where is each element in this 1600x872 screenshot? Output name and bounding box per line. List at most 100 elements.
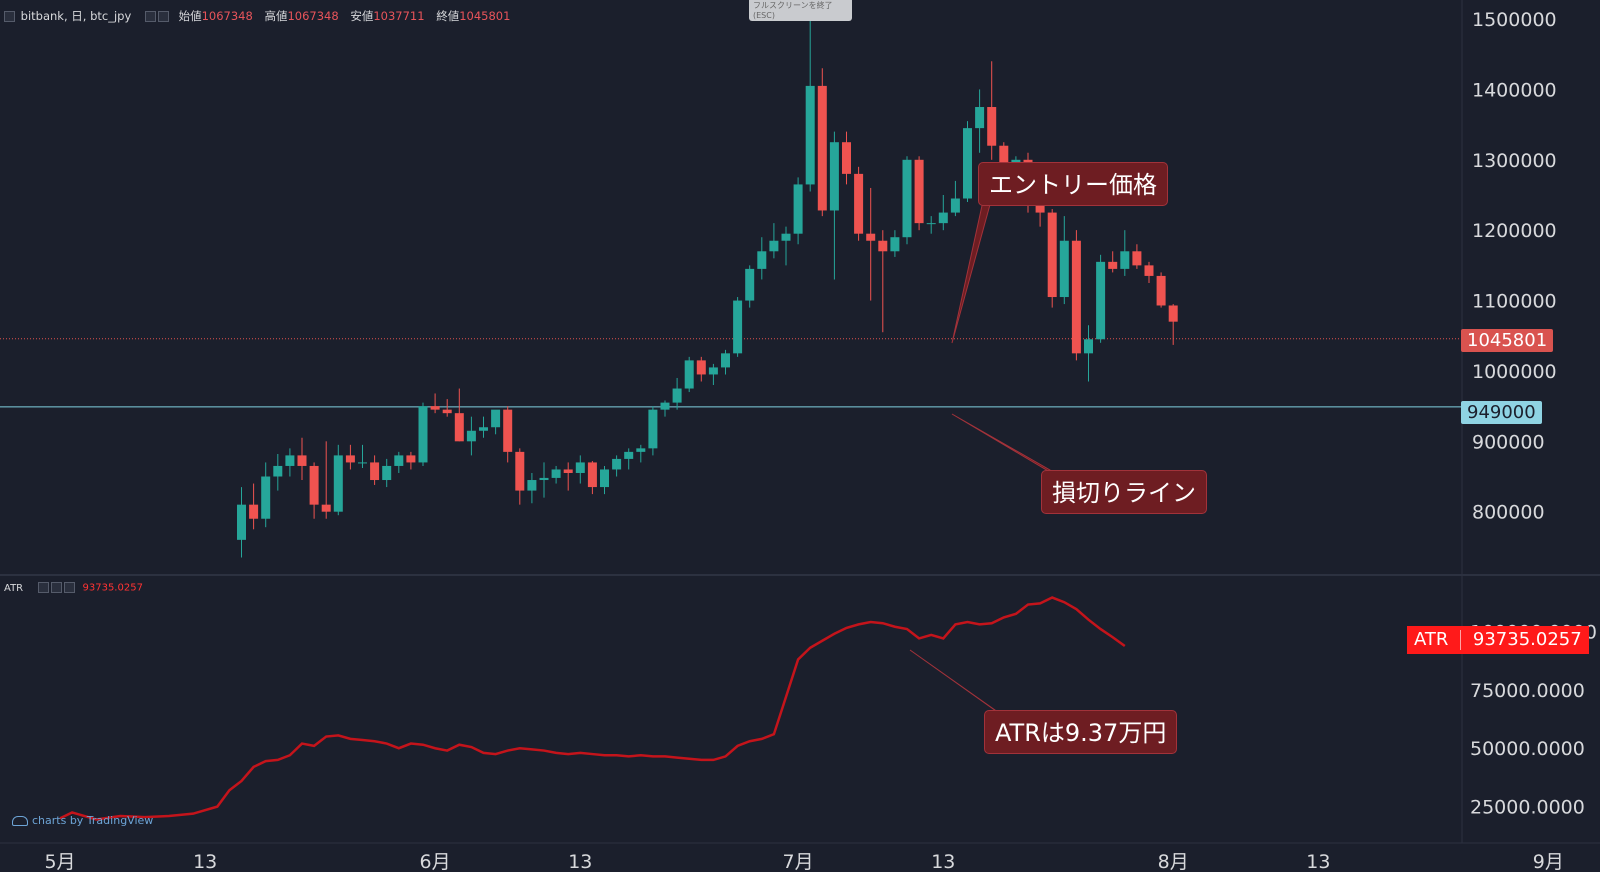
atr-legend-value: 93735.0257 <box>82 582 143 594</box>
close-label: 終値 <box>436 9 460 23</box>
candle-body <box>793 184 803 234</box>
candle-body <box>394 455 404 466</box>
stop-price-tag: 949000 <box>1461 401 1542 424</box>
candle-body <box>418 406 428 463</box>
candle-body <box>963 128 972 199</box>
open-value: 1067348 <box>201 9 253 23</box>
candle-body <box>745 268 755 301</box>
x-tick-label: 13 <box>1306 851 1330 872</box>
y-tick-label: 1300000 <box>1472 150 1557 172</box>
candle-body <box>539 477 549 481</box>
candle-body <box>454 413 464 442</box>
candle-body <box>708 367 718 375</box>
atr-legend: ATR 93735.0257 <box>4 582 143 594</box>
candle-body <box>442 409 452 414</box>
candle-body <box>817 85 827 211</box>
x-tick-label: 9月 <box>1533 851 1564 872</box>
candle-body <box>309 465 319 505</box>
atr-y-tick-label: 50000.0000 <box>1470 738 1585 760</box>
candle-body <box>890 237 900 252</box>
x-tick-label: 7月 <box>783 851 814 872</box>
candle-body <box>1156 275 1166 306</box>
atr-line <box>59 596 1126 821</box>
candle-body <box>491 409 501 428</box>
candle-body <box>950 198 960 213</box>
candle-body <box>636 448 646 452</box>
candle-body <box>321 504 331 512</box>
candle-body <box>1132 251 1142 266</box>
atr-value-tag: ATR 93735.0257 <box>1407 626 1589 654</box>
candle-body <box>660 402 670 410</box>
settings-icon[interactable] <box>51 582 63 593</box>
cloud-icon <box>12 816 28 826</box>
low-label: 安値 <box>350 9 374 23</box>
atr-tag-value: 93735.0257 <box>1472 629 1582 650</box>
candle-body <box>479 427 488 431</box>
candle-body <box>902 159 912 238</box>
entry-callout-pointer <box>951 200 992 344</box>
candle-body <box>829 142 839 211</box>
candle-body <box>1071 240 1081 354</box>
x-tick-label: 5月 <box>44 851 75 872</box>
candle-body <box>854 173 864 234</box>
candle-body <box>866 233 876 241</box>
candle-body <box>285 455 295 466</box>
stop-loss-callout[interactable]: 損切りライン <box>1041 470 1207 514</box>
candle-body <box>587 462 597 488</box>
open-label: 始値 <box>178 9 202 23</box>
candle-body <box>648 409 658 449</box>
candle-body <box>938 212 948 224</box>
candle-body <box>1120 251 1130 269</box>
close-icon[interactable] <box>64 582 76 593</box>
candle-body <box>515 451 525 491</box>
last-price-tag: 1045801 <box>1461 329 1554 352</box>
eye-icon[interactable] <box>38 582 50 593</box>
y-tick-label: 1400000 <box>1472 79 1557 101</box>
candle-body <box>345 455 355 463</box>
entry-price-callout[interactable]: エントリー価格 <box>978 162 1168 206</box>
y-tick-label: 800000 <box>1472 502 1545 524</box>
atr-legend-name: ATR <box>4 582 24 594</box>
candle-body <box>600 469 609 488</box>
candle-body <box>575 462 585 473</box>
atr-callout-pointer <box>909 649 1004 717</box>
eye-icon[interactable] <box>144 11 156 22</box>
candle-body <box>382 465 392 481</box>
watermark-text: charts by TradingView <box>32 814 154 827</box>
candle-body <box>987 107 997 146</box>
collapse-icon[interactable] <box>4 11 15 22</box>
x-tick-label: 6月 <box>420 851 451 872</box>
settings-icon[interactable] <box>157 11 169 22</box>
candle-body <box>297 455 307 466</box>
atr-callout[interactable]: ATRは9.37万円 <box>984 710 1178 754</box>
candle-body <box>842 142 851 174</box>
candle-body <box>406 455 416 463</box>
candle-body <box>551 469 561 478</box>
candle-body <box>926 223 936 225</box>
y-tick-label: 1000000 <box>1472 361 1557 383</box>
candle-body <box>273 465 283 477</box>
high-label: 高値 <box>264 9 288 23</box>
tradingview-watermark[interactable]: charts by TradingView <box>12 814 153 827</box>
candle-body <box>503 409 513 452</box>
x-tick-label: 13 <box>568 851 592 872</box>
candle-body <box>914 159 924 224</box>
y-tick-label: 1500000 <box>1472 9 1557 31</box>
candle-body <box>757 251 767 269</box>
candle-body <box>781 233 791 241</box>
candle-body <box>805 85 815 185</box>
atr-y-tick-label: 25000.0000 <box>1470 797 1585 819</box>
exit-fullscreen-text: フルスクリーンを終了 <box>753 1 833 10</box>
candle-body <box>733 300 743 354</box>
x-tick-label: 8月 <box>1158 851 1189 872</box>
symbol-label: bitbank, 日, btc_jpy <box>20 9 132 23</box>
candle-body <box>333 455 343 512</box>
low-value: 1037711 <box>373 9 425 23</box>
candle-body <box>1059 240 1069 298</box>
candle-body <box>237 504 246 540</box>
candle-body <box>721 353 730 368</box>
candle-body <box>1108 261 1118 269</box>
stop-callout-pointer <box>951 413 1061 479</box>
exit-fullscreen-tooltip[interactable]: フルスクリーンを終了 (ESC) <box>749 0 852 21</box>
